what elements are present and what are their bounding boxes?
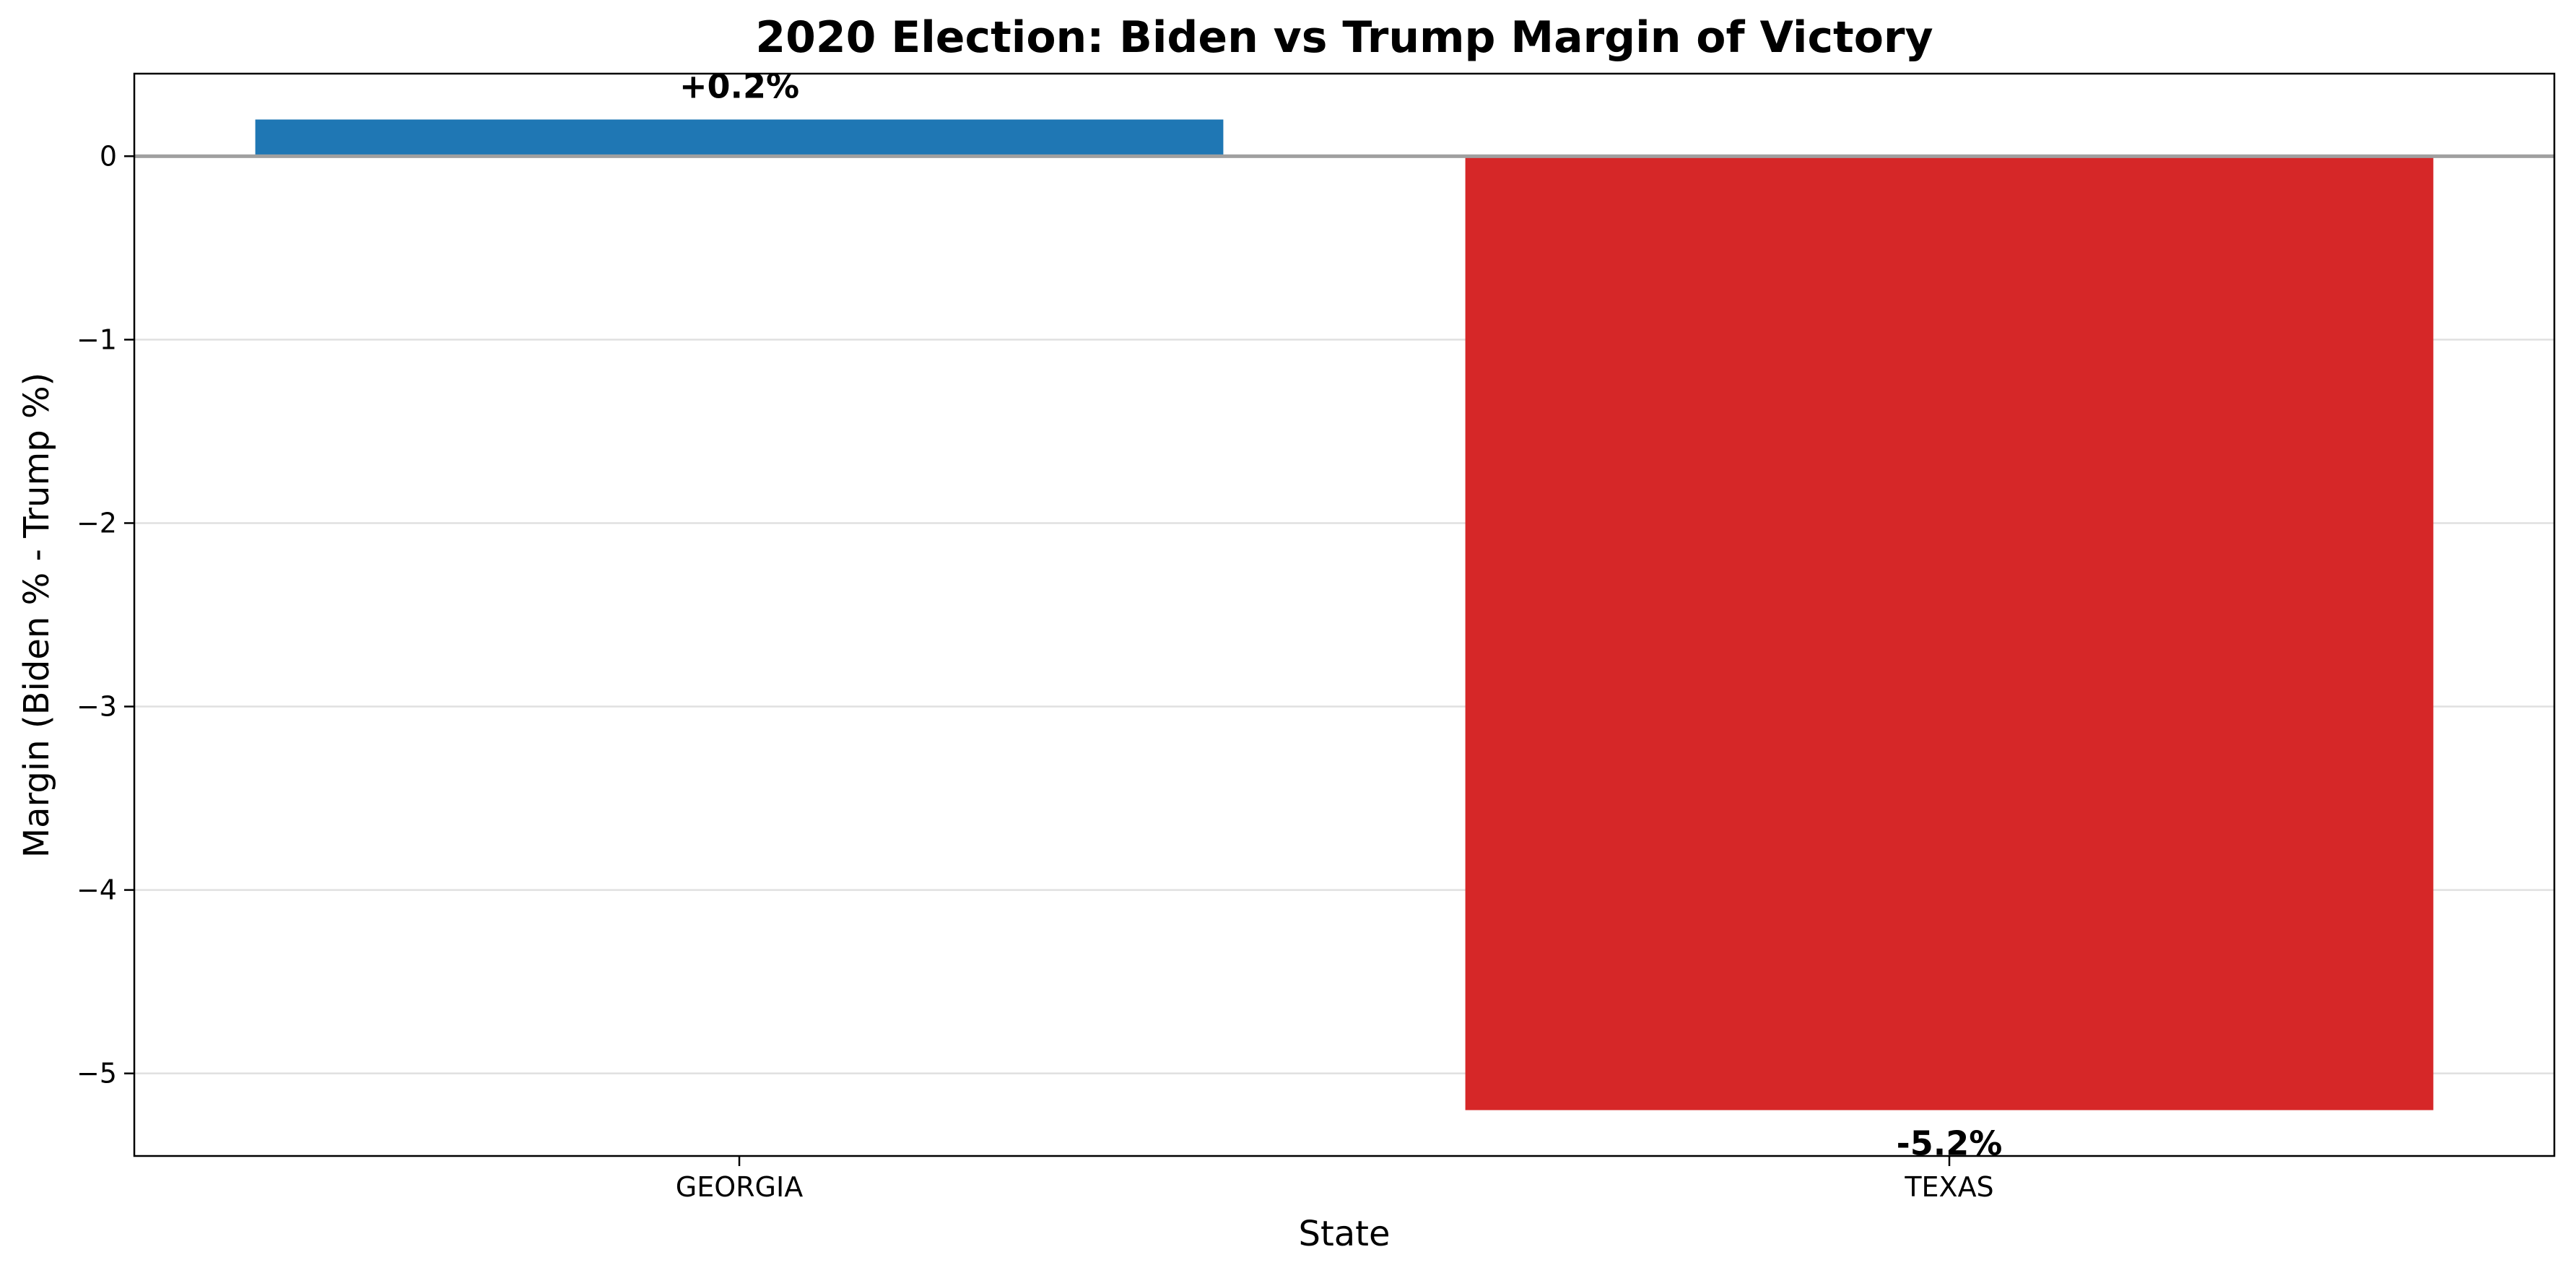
bars: [255, 119, 2434, 1110]
plot-frame: [133, 72, 2556, 1157]
y-axis-label: Margin (Biden % - Trump %): [17, 373, 57, 858]
data-labels: +0.2% -5.2%: [679, 67, 2002, 1163]
data-label-georgia: +0.2%: [679, 67, 799, 106]
y-tick-label: −3: [77, 691, 117, 723]
y-axis-ticks: 0 −1 −2 −3 −4 −5: [77, 140, 134, 1090]
bar-texas: [1465, 156, 2434, 1110]
x-tick-label-texas: TEXAS: [1904, 1171, 1993, 1203]
x-tick-label-georgia: GEORGIA: [676, 1171, 803, 1203]
y-tick-label: −1: [77, 323, 117, 355]
y-tick-label: 0: [100, 140, 117, 172]
chart-title: 2020 Election: Biden vs Trump Margin of …: [755, 12, 1933, 63]
y-tick-label: −2: [77, 507, 117, 539]
y-tick-label: −4: [77, 874, 117, 906]
x-axis-label: State: [1298, 1214, 1390, 1254]
data-label-texas: -5.2%: [1897, 1123, 2003, 1162]
x-axis-ticks: GEORGIA TEXAS: [676, 1156, 1994, 1203]
bar-georgia: [255, 119, 1224, 157]
y-tick-label: −5: [77, 1058, 117, 1090]
